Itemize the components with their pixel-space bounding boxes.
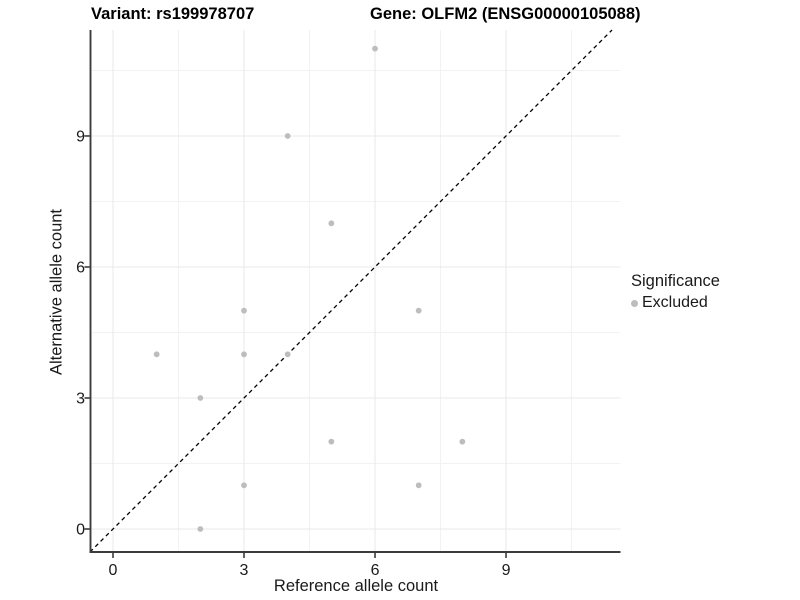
data-point (241, 351, 247, 358)
data-point (372, 45, 378, 52)
data-point (459, 438, 466, 445)
y-tick-label: 0 (76, 522, 85, 539)
data-point (153, 351, 160, 358)
data-point (284, 133, 291, 139)
y-tick-label: 3 (76, 390, 85, 407)
data-point (284, 351, 291, 358)
legend: Significance Excluded (631, 272, 720, 312)
y-axis-title: Alternative allele count (47, 208, 66, 376)
data-point (415, 307, 422, 314)
legend-title: Significance (631, 272, 720, 290)
excluded-point-icon (631, 299, 638, 307)
data-point (197, 395, 204, 401)
y-tick-label: 9 (76, 128, 85, 145)
data-point (328, 220, 335, 227)
x-tick-label: 6 (371, 562, 380, 579)
y-tick-label: 6 (76, 259, 85, 276)
data-point (197, 526, 204, 532)
data-point (415, 482, 422, 489)
data-point (328, 438, 335, 445)
data-point (241, 482, 247, 489)
identity-line (89, 29, 613, 553)
x-tick-label: 3 (240, 562, 249, 579)
x-tick-label: 0 (109, 562, 118, 579)
data-point (241, 307, 247, 314)
legend-item-excluded: Excluded (631, 294, 720, 312)
variant-title: Variant: rs199978707 (91, 5, 255, 23)
x-tick-label: 9 (502, 562, 511, 579)
legend-item-label: Excluded (642, 294, 708, 311)
x-axis-title: Reference allele count (273, 577, 439, 595)
gene-title: Gene: OLFM2 (ENSG00000105088) (370, 5, 641, 23)
